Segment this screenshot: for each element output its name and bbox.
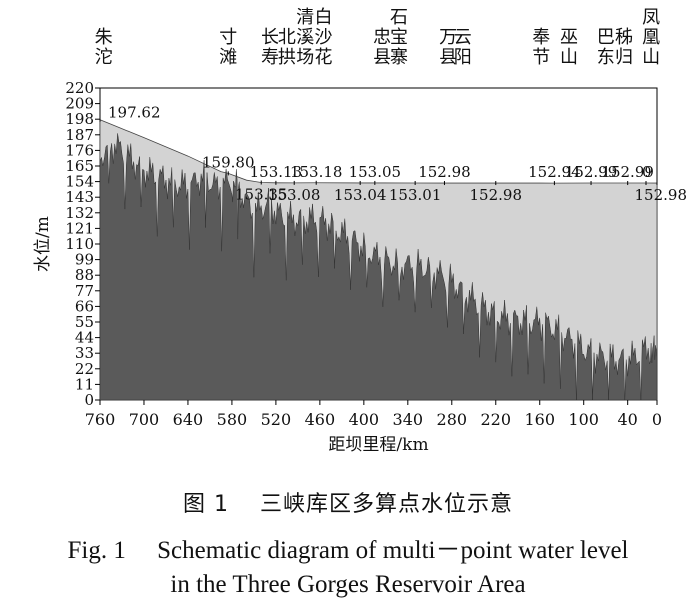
- station-char: 宝: [390, 27, 408, 48]
- caption-english-line1: Fig. 1 Schematic diagram of multi－point …: [67, 537, 629, 564]
- x-tick-label: 160: [524, 410, 555, 429]
- y-tick-label: 0: [84, 391, 94, 409]
- y-tick-label: 143: [65, 188, 94, 206]
- station-char: 忠: [373, 27, 391, 48]
- x-tick-label: 40: [618, 410, 638, 429]
- data-labels: 197.62 159.80 153.35 153.13 153.08 153.18 153.…: [99, 104, 688, 204]
- x-tick-label: 0: [652, 410, 662, 429]
- station-char: 寨: [390, 47, 408, 68]
- y-tick-label: 209: [65, 95, 94, 113]
- station-char: 朱: [95, 27, 113, 48]
- station-char: 归: [615, 47, 633, 68]
- station-char: 石: [390, 7, 408, 28]
- value-label: 153.05: [349, 163, 402, 181]
- area-layers: [99, 119, 658, 401]
- station-char: 北: [278, 27, 296, 48]
- y-tick-label: 176: [65, 141, 94, 159]
- y-tick-label: 220: [65, 79, 94, 97]
- value-label: 152.99: [601, 163, 654, 181]
- station-char: 凤: [642, 7, 660, 28]
- x-tick-label: 700: [129, 410, 160, 429]
- y-tick-label: 132: [65, 204, 94, 222]
- y-tick-label: 22: [75, 360, 94, 378]
- value-label: 152.98: [635, 186, 688, 204]
- x-tick-label: 400: [349, 410, 380, 429]
- station-char: 清: [296, 7, 314, 28]
- station-char: 县: [373, 47, 391, 68]
- x-tick-label: 520: [261, 410, 292, 429]
- x-tick-label: 760: [85, 410, 116, 429]
- value-label: 153.04: [334, 186, 387, 204]
- y-tick-label: 187: [65, 126, 94, 144]
- station-char: 山: [560, 47, 578, 68]
- station-char: 万: [439, 27, 457, 48]
- value-label: 153.01: [389, 186, 442, 204]
- station-char: 寿: [261, 47, 279, 68]
- x-tick-label: 340: [393, 410, 424, 429]
- axes: 760 700 640 580 520 460 400 340 280 220 160 100 40 02…: [65, 79, 662, 429]
- x-axis-label: 距坝里程/km: [328, 435, 428, 455]
- value-label: 159.80: [202, 153, 255, 171]
- station-char: 东: [597, 47, 615, 68]
- value-label: 153.13: [250, 163, 303, 181]
- value-label: 197.62: [108, 104, 161, 122]
- y-tick-label: 11: [75, 375, 94, 393]
- station-char: 场: [296, 47, 314, 68]
- y-tick-label: 110: [65, 235, 94, 253]
- y-tick-label: 198: [65, 110, 94, 128]
- station-char: 县: [439, 47, 457, 68]
- station-char: 长: [261, 27, 279, 48]
- value-label: 153.18: [290, 163, 343, 181]
- station-char: 阳: [454, 47, 472, 68]
- x-tick-label: 460: [305, 410, 336, 429]
- y-tick-label: 66: [75, 297, 94, 315]
- station-char: 山: [642, 47, 660, 68]
- x-tick-label: 220: [480, 410, 511, 429]
- riverbed-area: [99, 133, 658, 401]
- station-char: 巴: [597, 27, 615, 48]
- x-tick-label: 280: [437, 410, 468, 429]
- value-label: 152.94: [528, 163, 581, 181]
- value-label: 152.98: [470, 186, 523, 204]
- station-char: 溪: [296, 27, 314, 48]
- y-tick-label: 154: [65, 173, 94, 191]
- station-char: 白: [315, 7, 333, 28]
- y-tick-label: 121: [65, 219, 94, 237]
- y-tick-label: 44: [75, 329, 94, 347]
- value-label: 153.08: [268, 186, 321, 204]
- y-axis-label: 水位/m: [33, 216, 53, 272]
- y-tick-label: 88: [75, 266, 94, 284]
- station-char: 节: [532, 47, 550, 68]
- station-char: 花: [315, 47, 333, 68]
- y-tick-label: 77: [75, 282, 94, 300]
- station-char: 奉: [532, 27, 550, 48]
- value-label: 152.99: [565, 163, 618, 181]
- value-label: 0: [642, 163, 652, 181]
- y-tick-label: 165: [65, 157, 94, 175]
- station-char: 秭: [615, 27, 633, 48]
- station-char: 云: [454, 27, 472, 48]
- caption-chinese: 图 1 三峡库区多算点水位示意: [183, 492, 513, 517]
- x-tick-label: 640: [173, 410, 204, 429]
- x-tick-label: 580: [217, 410, 248, 429]
- water-level-chart: 760 700 640 580 520 460 400 340 280 220 160 100 40 02…: [33, 7, 688, 455]
- y-tick-label: 99: [75, 251, 94, 269]
- station-char: 凰: [642, 27, 660, 48]
- value-label: 153.35: [235, 186, 288, 204]
- station-char: 寸: [219, 27, 237, 48]
- value-label: 152.98: [418, 163, 471, 181]
- station-char: 滩: [219, 47, 237, 68]
- caption-english-line2: in the Three Gorges Reservoir Area: [170, 571, 526, 598]
- station-char: 拱: [278, 47, 296, 68]
- station-char: 沙: [315, 27, 333, 48]
- station-char: 沱: [95, 47, 113, 68]
- y-tick-label: 55: [75, 313, 94, 331]
- y-tick-label: 33: [75, 344, 94, 362]
- station-char: 巫: [560, 27, 578, 48]
- x-tick-label: 100: [568, 410, 599, 429]
